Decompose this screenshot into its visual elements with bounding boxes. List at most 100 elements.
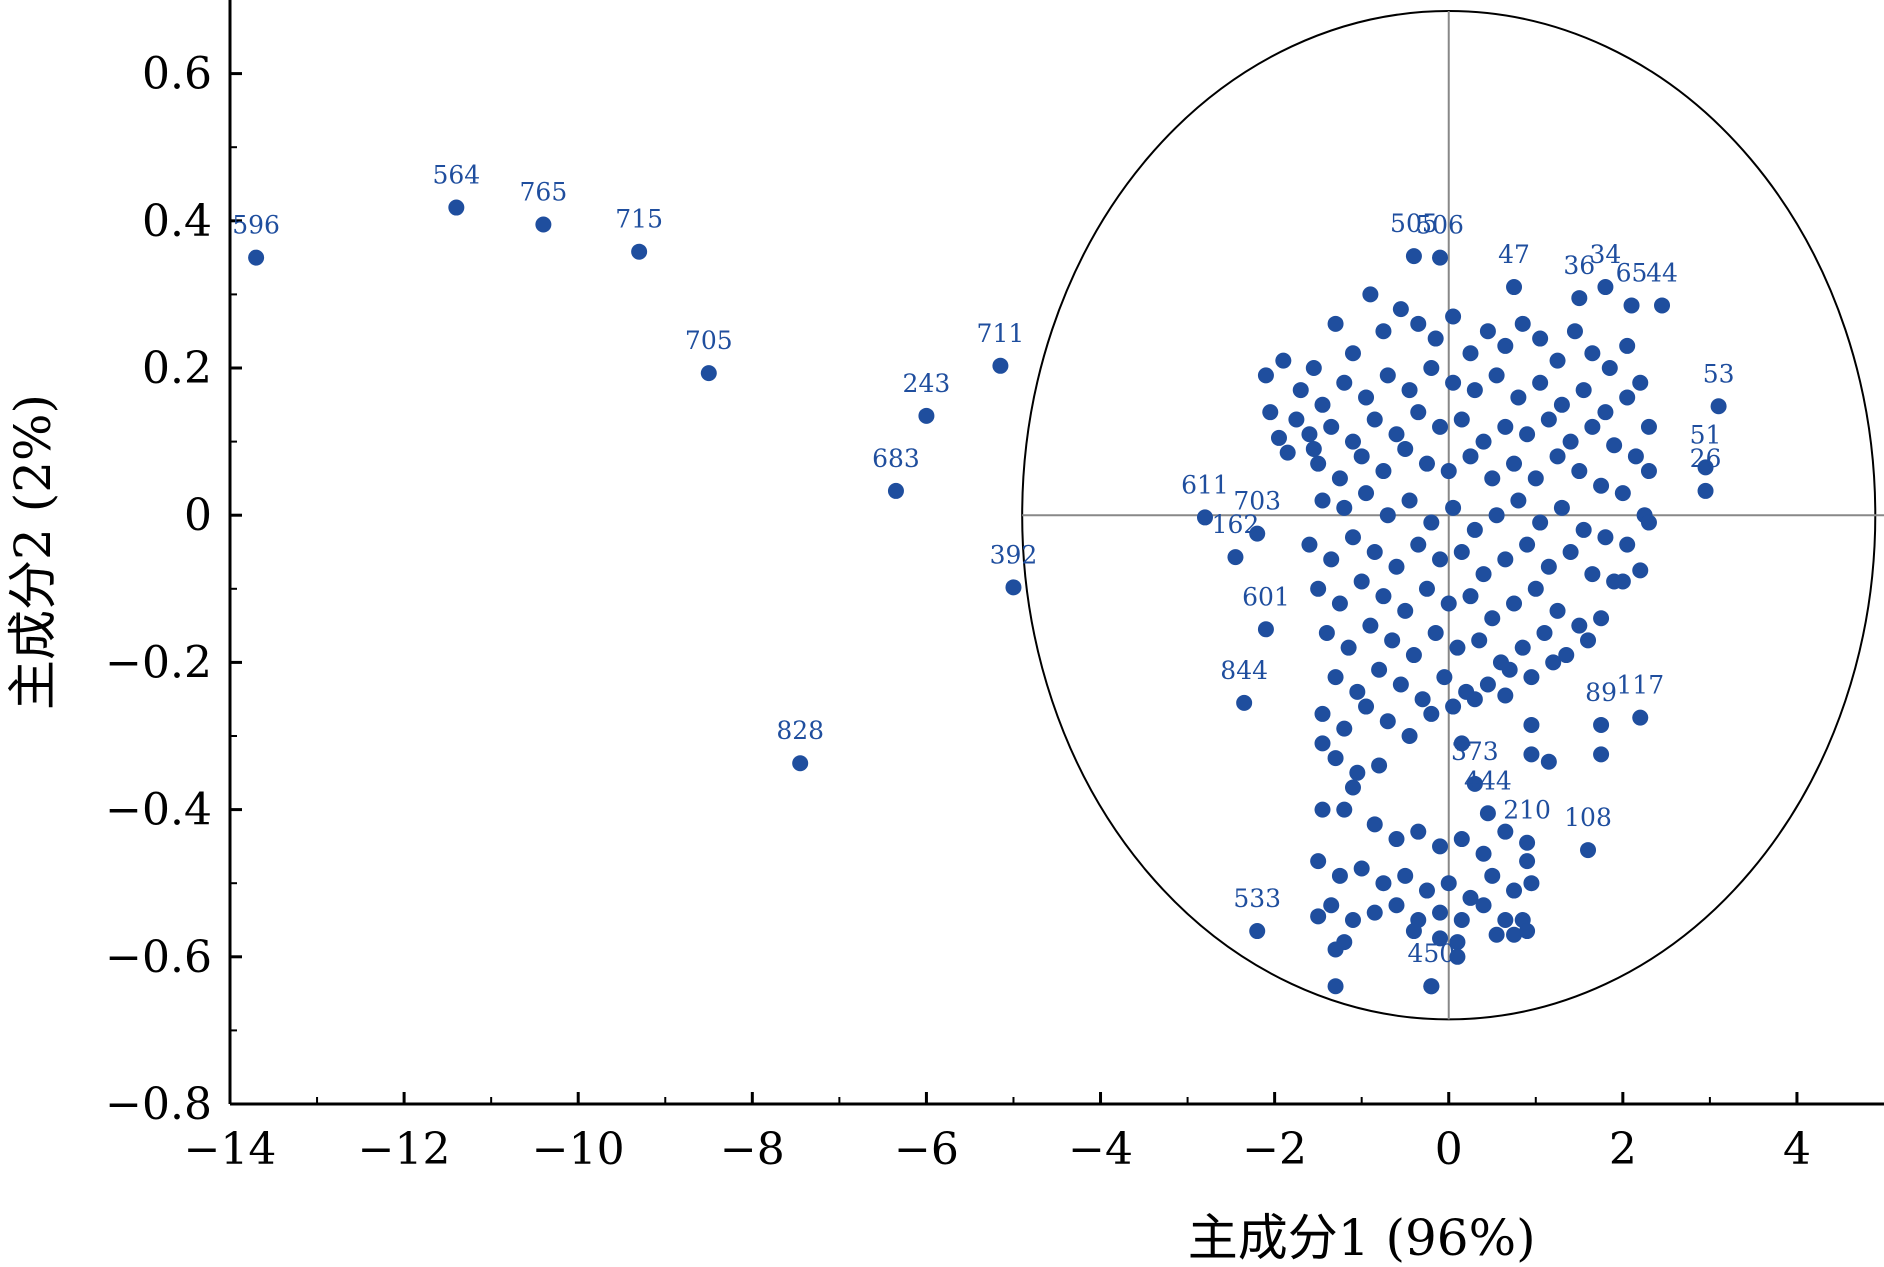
data-point bbox=[1484, 867, 1501, 884]
data-point-715 bbox=[631, 243, 648, 260]
data-point-44 bbox=[1654, 297, 1671, 314]
data-point-506 bbox=[1432, 249, 1449, 266]
data-point bbox=[1270, 429, 1287, 446]
data-point bbox=[1640, 463, 1657, 480]
data-point bbox=[1301, 536, 1318, 553]
data-point bbox=[1327, 315, 1344, 332]
data-point bbox=[1445, 308, 1462, 325]
data-point bbox=[1327, 978, 1344, 995]
data-point bbox=[1331, 867, 1348, 884]
data-point bbox=[1401, 382, 1418, 399]
point-label-34: 34 bbox=[1590, 240, 1622, 269]
data-point bbox=[1427, 330, 1444, 347]
data-point bbox=[1462, 588, 1479, 605]
data-point bbox=[1279, 444, 1296, 461]
data-point bbox=[1497, 551, 1514, 568]
data-point bbox=[1375, 588, 1392, 605]
data-point bbox=[1449, 934, 1466, 951]
point-label-117: 117 bbox=[1616, 671, 1664, 700]
data-point bbox=[1484, 470, 1501, 487]
data-point bbox=[1497, 823, 1514, 840]
data-point-34 bbox=[1597, 279, 1614, 296]
data-point bbox=[1349, 764, 1366, 781]
data-point bbox=[1627, 448, 1644, 465]
data-point bbox=[1549, 602, 1566, 619]
axes: −14 −12 −10 −8 −6 −4 −2 0 2 4 −0.8 −0.6 −0.4 −0.2 0 0.2… bbox=[105, 0, 1884, 1175]
point-label-828: 828 bbox=[776, 716, 824, 745]
data-point bbox=[1453, 912, 1470, 928]
data-point bbox=[1475, 897, 1492, 914]
data-point bbox=[1379, 507, 1396, 524]
data-point bbox=[1497, 418, 1514, 435]
data-point-65 bbox=[1623, 297, 1640, 314]
data-point-611 bbox=[1196, 509, 1213, 526]
point-label-47: 47 bbox=[1498, 240, 1530, 269]
data-point bbox=[1401, 492, 1418, 509]
data-point bbox=[1336, 720, 1353, 737]
data-point bbox=[1388, 897, 1405, 914]
data-point bbox=[1506, 595, 1523, 612]
data-point bbox=[1388, 831, 1405, 848]
data-point bbox=[1466, 521, 1483, 538]
data-point bbox=[1584, 418, 1601, 435]
data-point bbox=[1344, 345, 1361, 362]
data-point bbox=[1340, 639, 1357, 656]
data-point bbox=[1362, 286, 1379, 303]
data-point bbox=[1305, 440, 1322, 457]
data-point bbox=[1336, 499, 1353, 516]
data-point bbox=[1506, 882, 1523, 899]
point-label-373: 373 bbox=[1451, 737, 1499, 766]
data-point bbox=[1619, 337, 1636, 354]
data-point bbox=[1432, 904, 1449, 921]
data-point bbox=[1301, 426, 1318, 443]
data-point bbox=[1519, 853, 1536, 870]
data-point bbox=[1405, 647, 1422, 664]
point-label-36: 36 bbox=[1563, 251, 1595, 280]
data-point bbox=[1488, 926, 1505, 943]
data-point bbox=[1575, 382, 1592, 399]
data-point bbox=[1571, 463, 1588, 480]
data-point bbox=[1453, 411, 1470, 428]
data-point bbox=[1358, 389, 1375, 406]
y-tick-label: 0.6 bbox=[142, 49, 212, 100]
data-point bbox=[1510, 492, 1527, 509]
data-point bbox=[1580, 632, 1597, 649]
data-point bbox=[1619, 536, 1636, 553]
data-point bbox=[1584, 566, 1601, 583]
data-point bbox=[1562, 544, 1579, 560]
data-point bbox=[1510, 389, 1527, 406]
data-point bbox=[1432, 418, 1449, 435]
data-point bbox=[1519, 426, 1536, 443]
data-point bbox=[1379, 713, 1396, 730]
data-point bbox=[1366, 904, 1383, 921]
data-point-596 bbox=[248, 249, 265, 266]
x-tick-label: −2 bbox=[1242, 1124, 1307, 1175]
data-point-711 bbox=[992, 357, 1009, 374]
data-point bbox=[1619, 389, 1636, 406]
x-tick-label: 0 bbox=[1435, 1124, 1463, 1175]
point-label-26: 26 bbox=[1690, 444, 1722, 473]
data-points bbox=[248, 199, 1727, 995]
data-point bbox=[1314, 492, 1331, 509]
data-point bbox=[1549, 448, 1566, 465]
data-point bbox=[1462, 345, 1479, 362]
data-point bbox=[1597, 529, 1614, 546]
point-label-505: 505 bbox=[1390, 209, 1438, 238]
point-label-162: 162 bbox=[1212, 510, 1260, 539]
data-point bbox=[1479, 323, 1496, 340]
data-point bbox=[1379, 367, 1396, 384]
data-point bbox=[1632, 562, 1649, 579]
data-point bbox=[1318, 624, 1335, 641]
data-point-703 bbox=[1249, 525, 1266, 542]
data-point-828 bbox=[792, 755, 809, 772]
data-point bbox=[1506, 455, 1523, 472]
data-point bbox=[1601, 360, 1618, 376]
data-point bbox=[1475, 845, 1492, 862]
point-label-705: 705 bbox=[685, 326, 733, 355]
point-label-450: 450 bbox=[1407, 939, 1455, 968]
y-tick-label: −0.8 bbox=[105, 1079, 212, 1130]
point-label-601: 601 bbox=[1242, 582, 1290, 611]
data-point-450 bbox=[1423, 978, 1440, 995]
data-point bbox=[1427, 624, 1444, 641]
